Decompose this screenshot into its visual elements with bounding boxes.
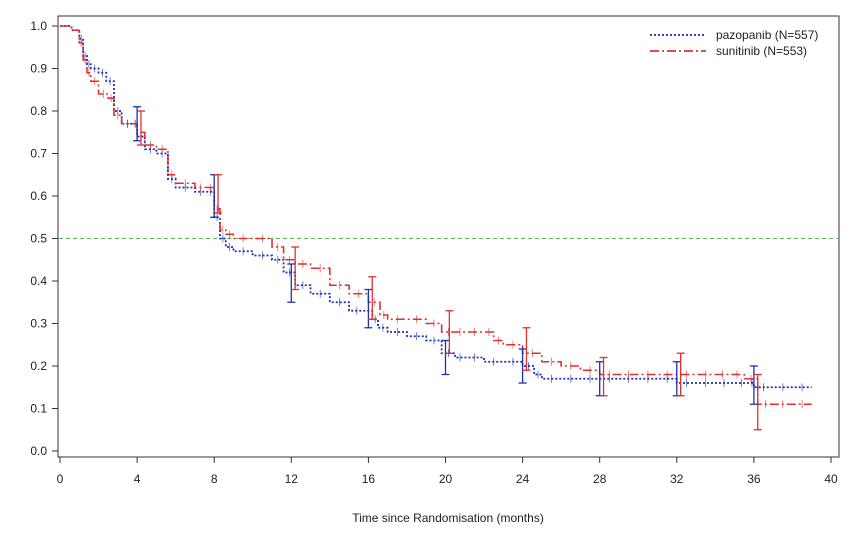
- error-bar: [518, 348, 527, 384]
- x-tick-label: 24: [516, 472, 530, 486]
- x-tick-label: 32: [670, 472, 684, 486]
- error-bar: [287, 263, 296, 303]
- error-bar: [445, 310, 454, 354]
- x-tick-label: 16: [362, 472, 376, 486]
- error-bar: [441, 339, 450, 376]
- error-bar: [676, 352, 685, 397]
- y-tick-label: 0.2: [30, 359, 47, 373]
- x-tick-label: 12: [285, 472, 299, 486]
- error-bar: [136, 110, 145, 146]
- y-tick-label: 0.7: [30, 147, 47, 161]
- x-axis-title: Time since Randomisation (months): [352, 511, 544, 525]
- y-tick-label: 0.9: [30, 62, 47, 76]
- error-bar: [753, 373, 762, 431]
- x-axis: 0 4 8 12 16 20 24 28 32 36 40: [57, 457, 838, 486]
- error-bar: [749, 365, 758, 405]
- y-tick-label: 1.0: [30, 19, 47, 33]
- error-bar: [364, 288, 373, 329]
- y-axis: 0.0 0.1 0.2 0.3 0.4 0.5 0.6 0.7 0.8 0.9 1.0: [30, 19, 58, 458]
- series-line-pazopanib: [60, 25, 812, 389]
- y-tick-label: 0.4: [30, 274, 47, 288]
- error-bar: [522, 327, 531, 371]
- series-layer: [60, 25, 812, 409]
- x-tick-label: 4: [134, 472, 141, 486]
- y-tick-label: 0.1: [30, 402, 47, 416]
- error-bar: [133, 106, 142, 142]
- error-bar-layer: [133, 106, 762, 431]
- legend: pazopanib (N=557) sunitinib (N=553): [650, 28, 818, 58]
- y-tick-label: 0.3: [30, 317, 47, 331]
- plot-frame: [57, 15, 840, 458]
- y-tick-label: 0.5: [30, 232, 47, 246]
- y-tick-label: 0.6: [30, 189, 47, 203]
- error-bar: [599, 356, 608, 397]
- error-bar: [291, 246, 300, 291]
- y-tick-label: 0.8: [30, 104, 47, 118]
- x-tick-label: 0: [57, 472, 64, 486]
- x-tick-label: 40: [824, 472, 838, 486]
- legend-label-pazopanib: pazopanib (N=557): [716, 28, 818, 42]
- x-tick-label: 20: [439, 472, 453, 486]
- error-bar: [214, 174, 223, 214]
- x-tick-label: 36: [747, 472, 761, 486]
- error-bar: [368, 276, 377, 320]
- y-tick-label: 0.0: [30, 444, 47, 458]
- x-tick-label: 28: [593, 472, 607, 486]
- series-line-sunitinib: [60, 25, 812, 406]
- legend-label-sunitinib: sunitinib (N=553): [716, 44, 807, 58]
- x-tick-label: 8: [211, 472, 218, 486]
